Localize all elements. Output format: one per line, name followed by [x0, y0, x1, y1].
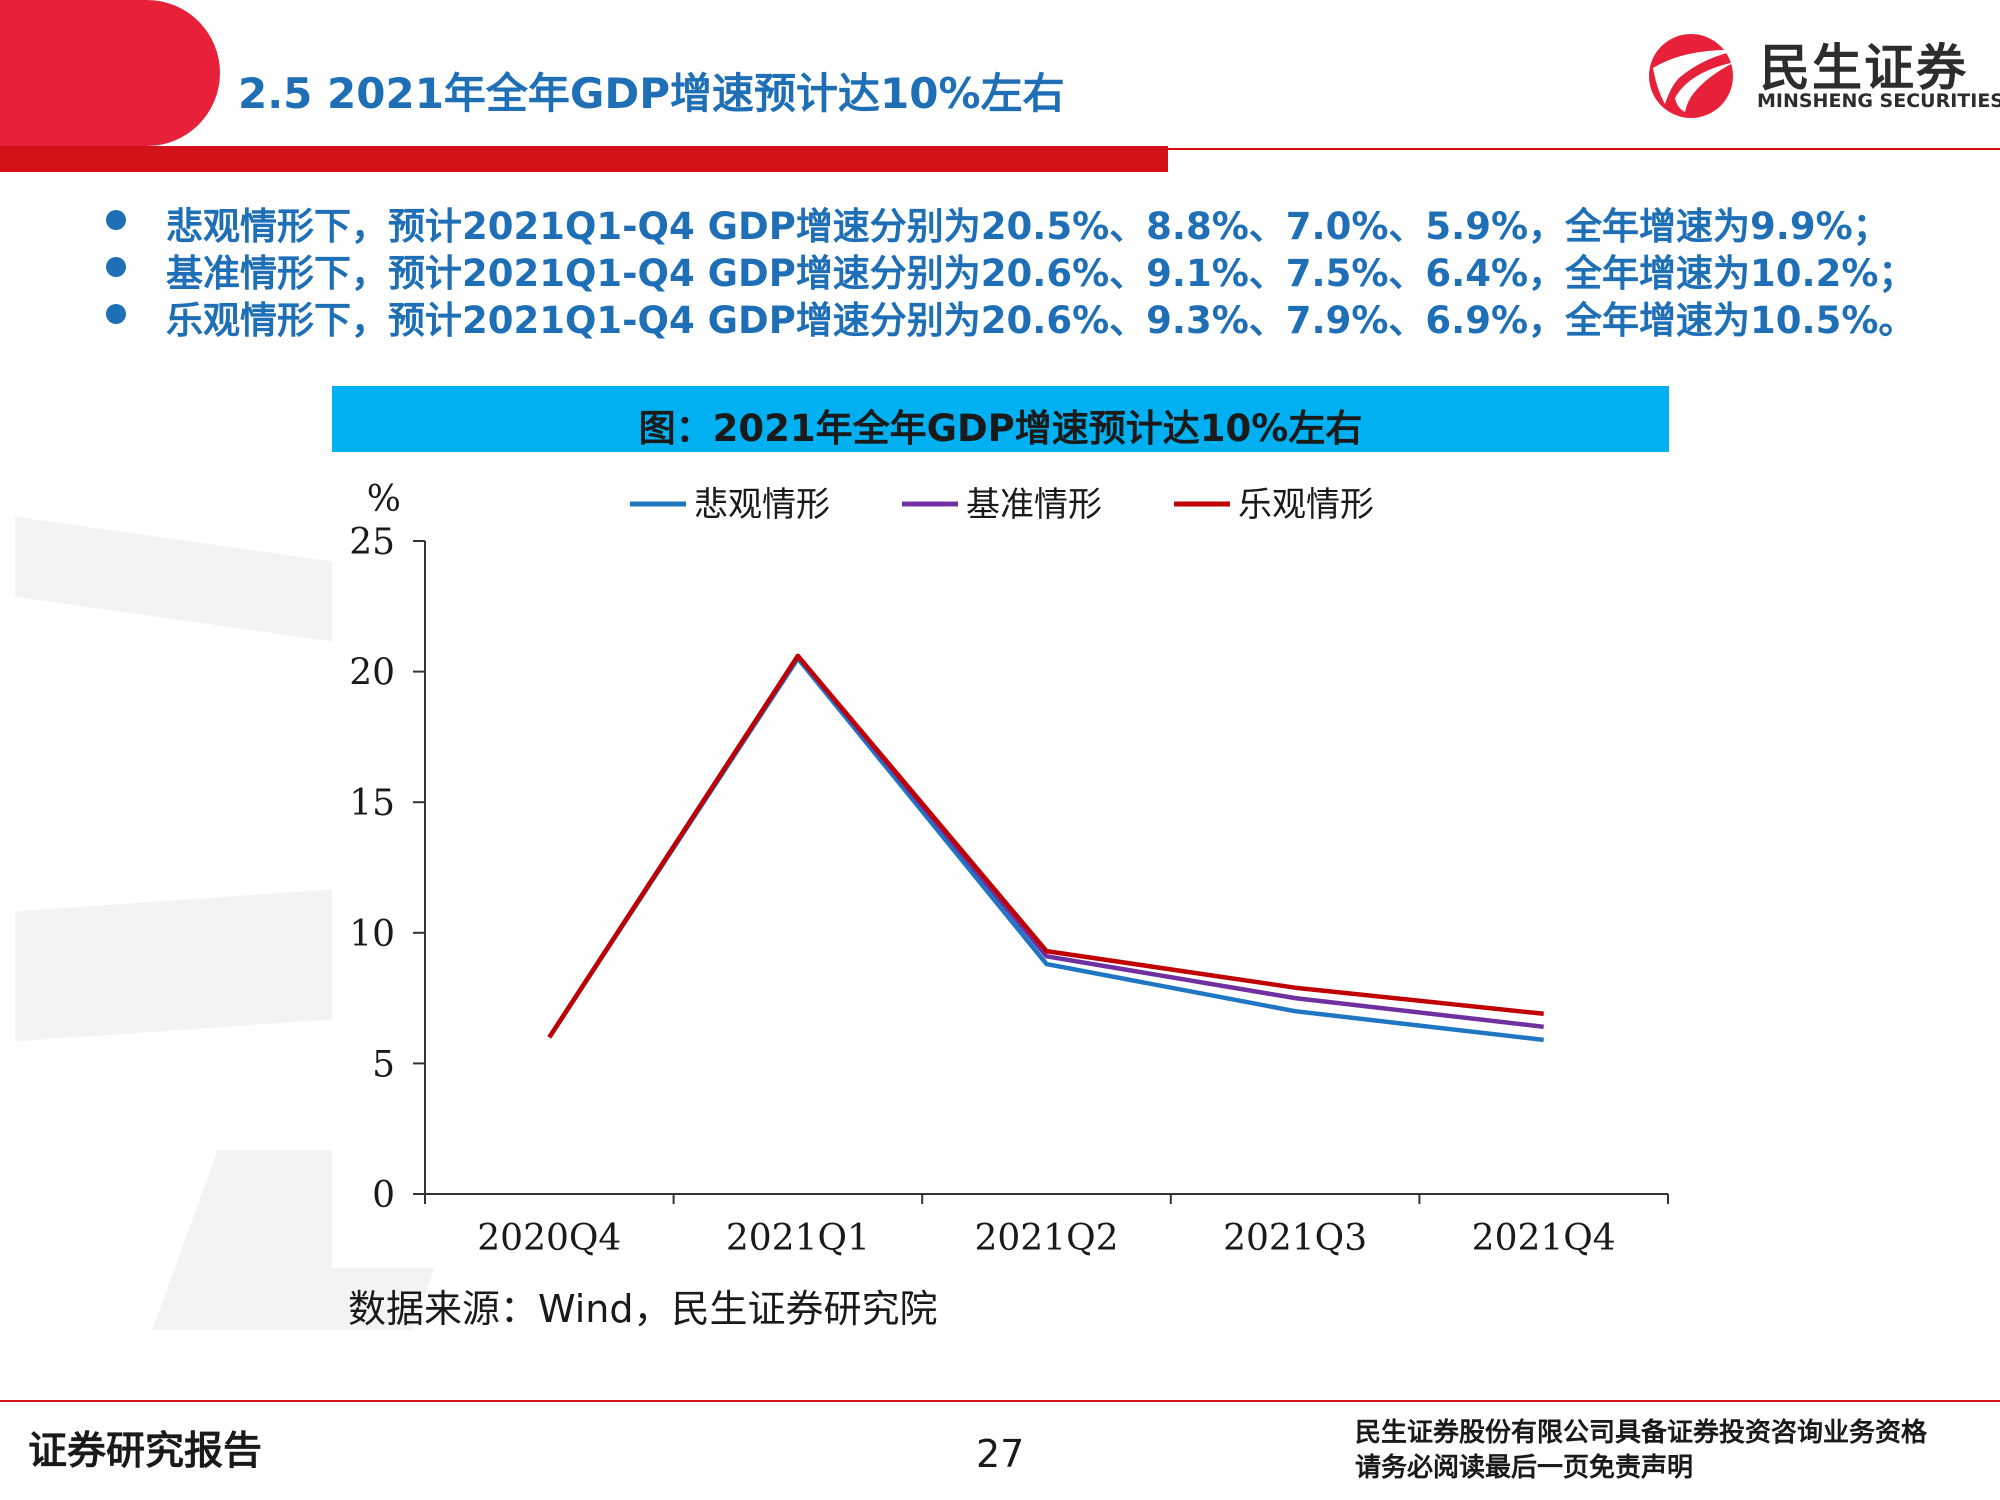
y-tick-label: 10	[349, 914, 395, 955]
series-line-3	[547, 653, 1544, 1039]
logo-text-cn: 民生证券	[1760, 39, 1968, 97]
y-tick-label: 5	[372, 1044, 395, 1085]
footer-qualification: 民生证券股份有限公司具备证券投资咨询业务资格	[1355, 1418, 1928, 1448]
y-axis-unit: %	[367, 479, 401, 520]
list-item: 悲观情形下，预计2021Q1-Q4 GDP增速分别为20.5%、8.8%、7.0…	[100, 196, 1980, 248]
list-item: 基准情形下，预计2021Q1-Q4 GDP增速分别为20.6%、9.1%、7.5…	[100, 243, 1980, 295]
chart-title-bar: 图：2021年全年GDP增速预计达10%左右	[332, 386, 1669, 452]
legend-label: 基准情形	[966, 485, 1102, 525]
y-tick-label: 20	[349, 653, 395, 694]
legend-label: 乐观情形	[1238, 485, 1374, 525]
bullet-dot-icon	[106, 257, 126, 277]
logo-emblem-icon	[1649, 34, 1741, 118]
header-red-tab	[0, 0, 220, 146]
chart-title: 图：2021年全年GDP增速预计达10%左右	[638, 407, 1363, 450]
bullet-text: 基准情形下，预计2021Q1-Q4 GDP增速分别为20.6%、9.1%、7.5…	[166, 252, 1916, 295]
x-tick-label: 2021Q4	[1472, 1218, 1616, 1259]
bullet-text: 悲观情形下，预计2021Q1-Q4 GDP增速分别为20.5%、8.8%、7.0…	[166, 205, 1890, 248]
company-logo: 民生证券 MINSHENG SECURITIES	[1645, 28, 2000, 120]
header-red-bar	[0, 146, 1168, 172]
y-tick-label: 0	[372, 1175, 395, 1216]
series-line-1	[547, 656, 1544, 1043]
page-title: 2.5 2021年全年GDP增速预计达10%左右	[238, 69, 1065, 118]
data-source: 数据来源：Wind，民生证券研究院	[348, 1287, 938, 1331]
y-tick-label: 25	[349, 522, 395, 563]
footer-report-label: 证券研究报告	[28, 1429, 263, 1474]
list-item: 乐观情形下，预计2021Q1-Q4 GDP增速分别为20.6%、9.3%、7.9…	[100, 290, 1980, 342]
bullet-text: 乐观情形下，预计2021Q1-Q4 GDP增速分别为20.6%、9.3%、7.9…	[166, 299, 1916, 342]
bullet-list: 悲观情形下，预计2021Q1-Q4 GDP增速分别为20.5%、8.8%、7.0…	[100, 196, 1980, 342]
x-tick-label: 2021Q2	[974, 1218, 1118, 1259]
y-tick-label: 15	[349, 783, 395, 824]
x-tick-label: 2021Q3	[1223, 1218, 1367, 1259]
header-red-line	[1168, 148, 2000, 150]
footer-disclaimer: 请务必阅读最后一页免责声明	[1355, 1453, 1694, 1483]
bullet-dot-icon	[106, 210, 126, 230]
footer-divider	[0, 1400, 2000, 1402]
series-line-2	[547, 653, 1544, 1039]
logo-text-en: MINSHENG SECURITIES	[1757, 90, 2000, 112]
legend-label: 悲观情形	[694, 485, 830, 525]
chart-background	[332, 460, 1669, 1268]
x-tick-label: 2020Q4	[477, 1218, 621, 1259]
x-tick-label: 2021Q1	[726, 1218, 870, 1259]
bullet-dot-icon	[106, 304, 126, 324]
page-number: 27	[976, 1432, 1025, 1476]
